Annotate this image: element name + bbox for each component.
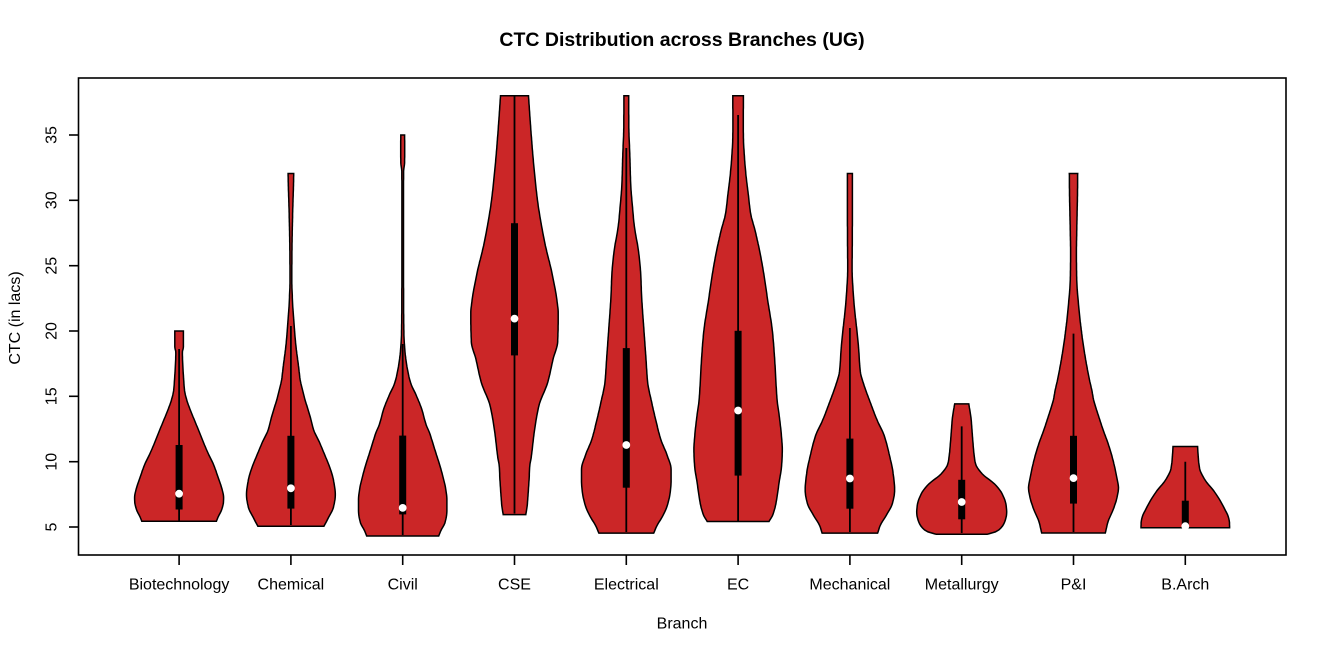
svg-text:30: 30 [44, 191, 61, 209]
svg-text:CSE: CSE [498, 577, 531, 594]
svg-text:25: 25 [44, 257, 61, 275]
svg-text:5: 5 [44, 522, 61, 531]
svg-text:CTC Distribution across Branch: CTC Distribution across Branches (UG) [499, 29, 864, 51]
svg-text:Metallurgy: Metallurgy [925, 577, 999, 594]
svg-text:35: 35 [44, 126, 61, 144]
svg-text:20: 20 [44, 322, 61, 340]
svg-text:10: 10 [44, 453, 61, 471]
svg-text:15: 15 [44, 387, 61, 405]
svg-text:Branch: Branch [657, 616, 708, 633]
svg-text:Electrical: Electrical [594, 577, 659, 594]
svg-text:P&I: P&I [1061, 577, 1087, 594]
svg-text:B.Arch: B.Arch [1161, 577, 1209, 594]
svg-text:CTC (in lacs): CTC (in lacs) [7, 271, 24, 364]
svg-text:Biotechnology: Biotechnology [129, 577, 230, 594]
svg-text:Civil: Civil [388, 577, 418, 594]
svg-text:Mechanical: Mechanical [809, 577, 890, 594]
svg-text:EC: EC [727, 577, 749, 594]
svg-text:Chemical: Chemical [258, 577, 325, 594]
